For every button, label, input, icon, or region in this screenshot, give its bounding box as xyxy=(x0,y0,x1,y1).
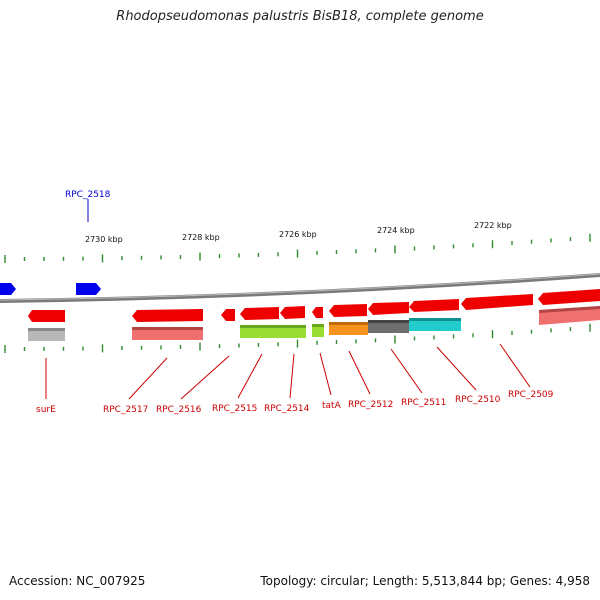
gene-forward-unlabeled[interactable] xyxy=(0,283,16,295)
accession-text: Accession: NC_007925 xyxy=(9,574,146,588)
scale-label-2730: 2730 kbp xyxy=(85,235,123,244)
label-RPC_2512[interactable]: RPC_2512 xyxy=(348,400,393,410)
genome-backbone xyxy=(0,273,600,303)
upper-tick-row xyxy=(4,233,591,263)
gene-RPC_2511[interactable] xyxy=(368,302,409,315)
label-RPC_2514[interactable]: RPC_2514 xyxy=(264,404,310,414)
label-connectors xyxy=(45,343,531,400)
gene-RPC_2512[interactable] xyxy=(329,304,367,317)
label-RPC_2516[interactable]: RPC_2516 xyxy=(156,405,202,415)
label-RPC_2517[interactable]: RPC_2517 xyxy=(103,405,148,415)
gene-RPC_2515[interactable] xyxy=(240,307,279,320)
scale-label-2728: 2728 kbp xyxy=(182,233,220,242)
label-RPC_2509[interactable]: RPC_2509 xyxy=(508,390,554,400)
feature-RPC_2511 xyxy=(368,320,409,333)
gene-RPC_2518[interactable] xyxy=(76,283,101,295)
genome-title: Rhodopseudomonas palustris BisB18, compl… xyxy=(116,9,484,24)
feature-tatA xyxy=(312,324,324,337)
gene-tatA[interactable] xyxy=(312,307,323,318)
scale-label-2722: 2722 kbp xyxy=(474,221,512,230)
gene-RPC_2510[interactable] xyxy=(409,299,459,312)
gene-RPC_2509[interactable] xyxy=(461,294,533,310)
label-RPC_2515[interactable]: RPC_2515 xyxy=(212,404,257,414)
gene-RPC_2514[interactable] xyxy=(280,306,305,319)
feature-RPC_2517 xyxy=(132,327,203,340)
gene-RPC_2516[interactable] xyxy=(221,309,235,321)
scale-label-2726: 2726 kbp xyxy=(279,230,317,239)
feature-RPC_2515 xyxy=(240,325,280,338)
scale-label-2724: 2724 kbp xyxy=(377,226,415,235)
label-tatA[interactable]: tatA xyxy=(322,401,342,411)
genome-summary-text: Topology: circular; Length: 5,513,844 bp… xyxy=(260,574,590,588)
gene-RPC_2517[interactable] xyxy=(132,309,203,322)
gene-reverse-unlabeled[interactable] xyxy=(538,289,600,305)
feature-RPC_2512 xyxy=(329,322,368,335)
feature-RPC_2514 xyxy=(280,325,306,338)
label-RPC_2511[interactable]: RPC_2511 xyxy=(401,398,446,408)
lower-tick-row xyxy=(4,323,591,353)
gene-surE[interactable] xyxy=(28,310,65,322)
label-RPC_2518[interactable]: RPC_2518 xyxy=(65,190,111,200)
feature-surE xyxy=(28,328,65,341)
feature-RPC_2510 xyxy=(409,318,461,331)
label-surE[interactable]: surE xyxy=(36,405,56,415)
label-RPC_2510[interactable]: RPC_2510 xyxy=(455,395,501,405)
